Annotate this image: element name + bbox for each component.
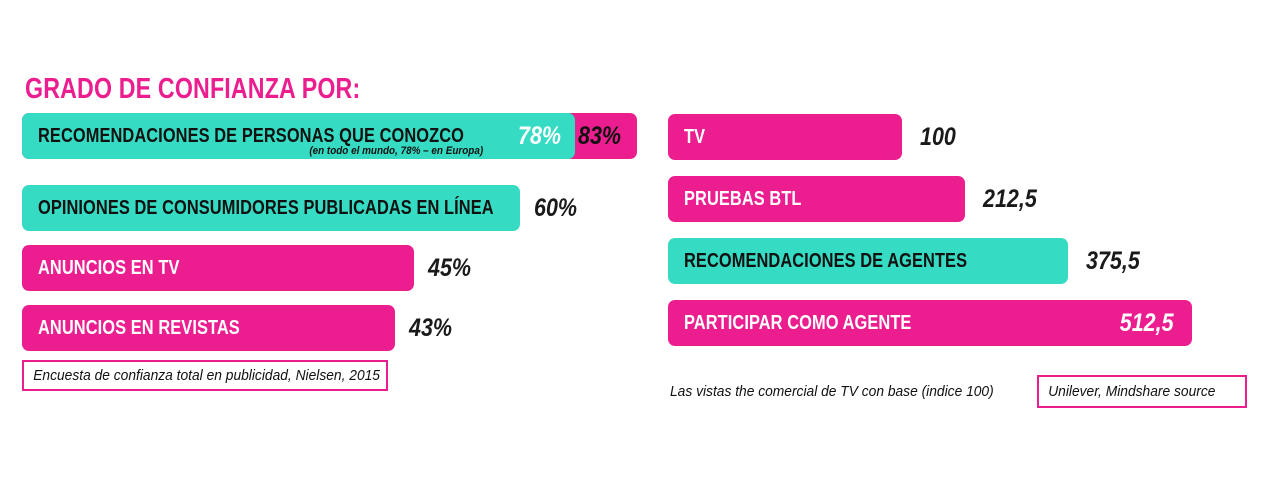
- bar-label: ANUNCIOS EN REVISTAS: [38, 316, 240, 339]
- bar-fill: OPINIONES DE CONSUMIDORES PUBLICADAS EN …: [22, 185, 520, 231]
- left-panel-title: GRADO DE CONFIANZA POR:: [25, 73, 361, 105]
- bar-value-primary: 78%: [517, 122, 561, 150]
- bar-value: 45%: [428, 254, 472, 282]
- trust-panel: GRADO DE CONFIANZA POR: 83% RECOMENDACIO…: [22, 73, 637, 391]
- bar-row: PARTICIPAR COMO AGENTE 512,5: [668, 300, 1192, 346]
- bar-value: 375,5: [1086, 247, 1140, 275]
- bar-row: ANUNCIOS EN REVISTAS 43%: [22, 305, 452, 351]
- bar-label: PARTICIPAR COMO AGENTE: [684, 311, 912, 334]
- right-source-note-box: Unilever, Mindshare source: [1037, 375, 1247, 408]
- bar-primary-segment: RECOMENDACIONES DE PERSONAS QUE CONOZCO …: [22, 113, 575, 159]
- bar-value-secondary: 83%: [577, 122, 621, 150]
- bar-subnote: (en todo el mundo, 78% – en Europa): [309, 145, 483, 157]
- bar-row: PRUEBAS BTL 212,5: [668, 176, 1037, 222]
- bar-label: OPINIONES DE CONSUMIDORES PUBLICADAS EN …: [38, 196, 494, 219]
- bar-row: ANUNCIOS EN TV 45%: [22, 245, 471, 291]
- bar-value: 60%: [534, 194, 578, 222]
- bar-value: 512,5: [1120, 309, 1174, 337]
- left-source-note-box: Encuesta de confianza total en publicida…: [22, 360, 388, 391]
- bar-label: ANUNCIOS EN TV: [38, 256, 180, 279]
- left-source-note: Encuesta de confianza total en publicida…: [33, 367, 380, 384]
- bar-fill: PARTICIPAR COMO AGENTE 512,5: [668, 300, 1192, 346]
- bar-label: TV: [684, 125, 706, 148]
- bar-fill: ANUNCIOS EN REVISTAS: [22, 305, 395, 351]
- purchase-intent-panel: COMPARANDO LOS CANALES PUBLICITARIOS CON…: [660, 0, 1277, 489]
- bar-fill: RECOMENDACIONES DE AGENTES: [668, 238, 1068, 284]
- bar-label: RECOMENDACIONES DE AGENTES: [684, 249, 968, 272]
- bar-fill: TV: [668, 114, 902, 160]
- bar-row: OPINIONES DE CONSUMIDORES PUBLICADAS EN …: [22, 185, 577, 231]
- bar-row: 83% RECOMENDACIONES DE PERSONAS QUE CONO…: [22, 113, 637, 159]
- bar-label: PRUEBAS BTL: [684, 187, 802, 210]
- bar-value: 212,5: [983, 185, 1037, 213]
- right-source-note: Unilever, Mindshare source: [1048, 383, 1216, 400]
- bar-fill: ANUNCIOS EN TV: [22, 245, 414, 291]
- bar-value: 43%: [409, 314, 453, 342]
- bar-fill: PRUEBAS BTL: [668, 176, 965, 222]
- bar-row: RECOMENDACIONES DE AGENTES 375,5: [668, 238, 1140, 284]
- bar-row: TV 100: [668, 114, 956, 160]
- bar-label: RECOMENDACIONES DE PERSONAS QUE CONOZCO: [38, 124, 465, 147]
- bar-value: 100: [920, 123, 956, 151]
- right-base-note: Las vistas the comercial de TV con base …: [670, 383, 994, 400]
